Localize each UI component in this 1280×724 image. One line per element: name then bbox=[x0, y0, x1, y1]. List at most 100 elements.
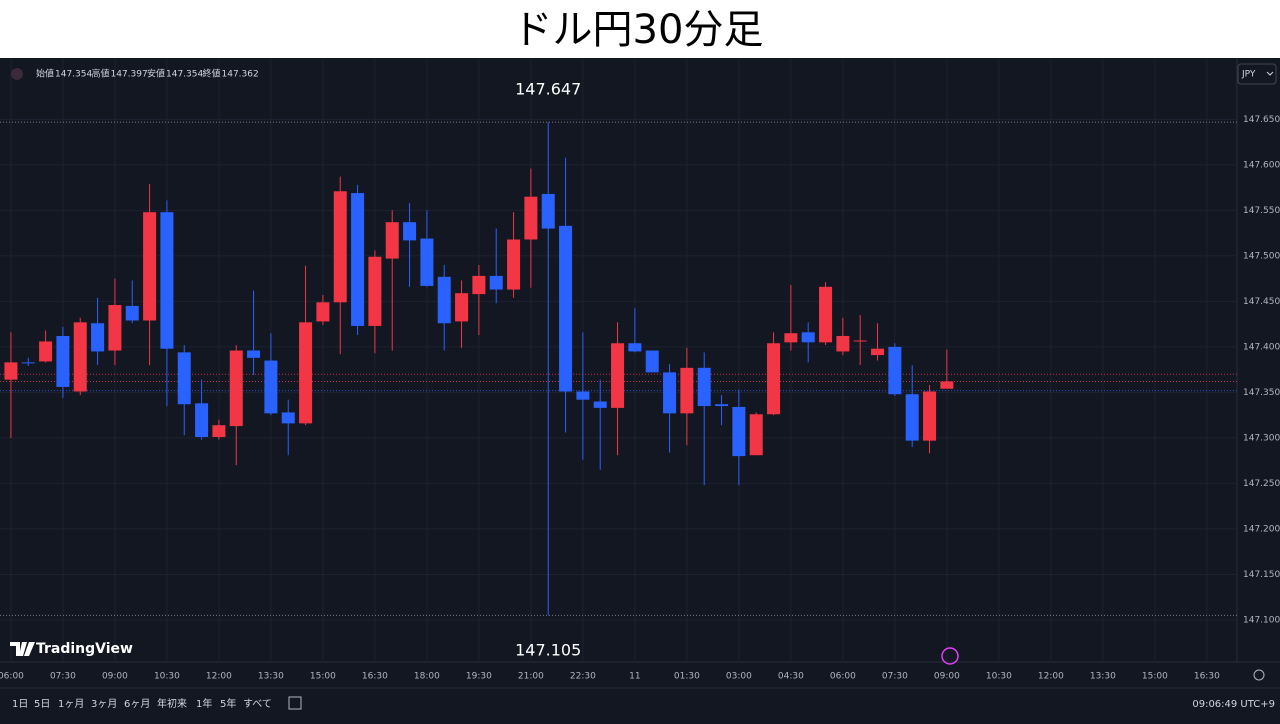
x-tick-label: 13:30 bbox=[258, 672, 284, 682]
x-tick-label: 15:00 bbox=[1142, 672, 1168, 682]
ohlc-label: 始値 bbox=[36, 68, 54, 80]
range-button[interactable]: 5年 bbox=[220, 697, 236, 710]
x-tick-label: 21:00 bbox=[518, 672, 544, 682]
currency[interactable]: JPY bbox=[1241, 70, 1256, 80]
y-tick-label: 147.550 bbox=[1243, 206, 1280, 216]
x-tick-label: 04:30 bbox=[778, 672, 804, 682]
range-button[interactable]: 年初来 bbox=[157, 697, 187, 710]
y-tick-label: 147.250 bbox=[1243, 479, 1280, 489]
candle-body bbox=[316, 302, 330, 322]
candle-body bbox=[472, 275, 486, 295]
range-button[interactable]: 3ヶ月 bbox=[91, 698, 117, 710]
currency-button[interactable] bbox=[1237, 63, 1277, 85]
candle-body bbox=[195, 403, 209, 438]
candle-body bbox=[593, 401, 607, 408]
y-tick-label: 147.350 bbox=[1243, 388, 1280, 398]
x-tick-label: 01:30 bbox=[674, 672, 700, 682]
x-tick-label: 12:00 bbox=[1038, 672, 1064, 682]
candle-body bbox=[749, 414, 763, 456]
x-tick-label: 18:00 bbox=[414, 672, 440, 682]
candle-body bbox=[697, 367, 711, 407]
brand: TradingView bbox=[36, 641, 133, 657]
candle-body bbox=[628, 343, 642, 352]
candle-body bbox=[108, 305, 122, 351]
y-tick-label: 147.300 bbox=[1243, 433, 1280, 443]
range-button[interactable]: 1日 bbox=[12, 699, 28, 710]
ohlc-label: 終値 bbox=[203, 68, 221, 80]
candle-body bbox=[888, 346, 902, 395]
candle-body bbox=[507, 239, 521, 290]
alert-icon[interactable] bbox=[941, 647, 959, 665]
range-button[interactable]: 1ヶ月 bbox=[58, 698, 84, 710]
y-tick-label: 147.450 bbox=[1243, 297, 1280, 307]
date-range-icon[interactable] bbox=[288, 696, 302, 710]
candle-body bbox=[611, 343, 625, 408]
ohlc-label: 高値 bbox=[92, 68, 110, 80]
candle-body bbox=[732, 406, 746, 457]
x-tick-label: 11 bbox=[629, 672, 640, 682]
range-button[interactable]: すべて bbox=[243, 698, 272, 710]
candle-body bbox=[489, 275, 503, 290]
candle-body bbox=[853, 340, 867, 342]
candle-body bbox=[680, 367, 694, 414]
candle-body bbox=[56, 335, 70, 387]
ohlc-label: 安値 bbox=[147, 68, 165, 80]
y-tick-label: 147.100 bbox=[1243, 615, 1280, 625]
range-button[interactable]: 1年 bbox=[196, 697, 212, 710]
candle-body bbox=[767, 343, 781, 415]
candle-body bbox=[212, 425, 226, 438]
x-tick-label: 09:00 bbox=[934, 672, 960, 682]
x-tick-label: 03:00 bbox=[726, 672, 752, 682]
candle-body bbox=[801, 332, 815, 343]
dropdown-arrow bbox=[1266, 71, 1274, 76]
clock: 09:06:49 UTC+9 bbox=[1192, 699, 1275, 710]
candle-body bbox=[160, 212, 174, 349]
x-tick-label: 12:00 bbox=[206, 672, 232, 682]
candle-body bbox=[645, 350, 659, 373]
candle-body bbox=[559, 225, 573, 392]
low-label: 147.105 bbox=[515, 641, 581, 660]
x-tick-label: 07:30 bbox=[50, 672, 76, 682]
candle-body bbox=[229, 350, 243, 427]
candle-body bbox=[871, 348, 885, 356]
y-tick-label: 147.150 bbox=[1243, 570, 1280, 580]
candle-body bbox=[247, 350, 261, 358]
x-tick-label: 16:30 bbox=[362, 672, 388, 682]
title-bar bbox=[0, 0, 1280, 58]
candle-body bbox=[437, 276, 451, 324]
ohlc-value: 147.397 bbox=[111, 70, 148, 80]
x-tick-label: 13:30 bbox=[1090, 672, 1116, 682]
candle-body bbox=[177, 352, 191, 405]
candle-body bbox=[333, 191, 347, 303]
candle-body bbox=[455, 293, 469, 322]
candle-body bbox=[281, 412, 295, 424]
candle-body bbox=[21, 362, 35, 364]
candle-body bbox=[39, 341, 53, 362]
candle-body bbox=[351, 193, 365, 326]
candle-body bbox=[73, 322, 87, 392]
ohlc-value: 147.362 bbox=[222, 70, 259, 80]
candle-body bbox=[905, 394, 919, 441]
candle-body bbox=[299, 322, 313, 424]
range-button[interactable]: 5日 bbox=[34, 699, 50, 710]
candle-body bbox=[836, 335, 850, 352]
candle-body bbox=[541, 193, 555, 229]
x-tick-label: 06:00 bbox=[830, 672, 856, 682]
candle-body bbox=[403, 222, 417, 241]
y-tick-label: 147.400 bbox=[1243, 342, 1280, 352]
y-tick-label: 147.500 bbox=[1243, 251, 1280, 261]
symbol-icon bbox=[11, 68, 23, 80]
settings-icon[interactable] bbox=[1253, 669, 1265, 681]
candle-body bbox=[819, 286, 833, 343]
title: ドル円30分足 bbox=[513, 7, 764, 53]
x-tick-label: 19:30 bbox=[466, 672, 492, 682]
x-tick-label: 16:30 bbox=[1194, 672, 1220, 682]
candle-body bbox=[264, 360, 278, 414]
candle-body bbox=[4, 362, 18, 380]
range-button[interactable]: 6ヶ月 bbox=[124, 698, 150, 710]
x-tick-label: 22:30 bbox=[570, 672, 596, 682]
candle-body bbox=[420, 238, 434, 286]
candle-body bbox=[524, 196, 538, 240]
candle-body bbox=[923, 391, 937, 441]
